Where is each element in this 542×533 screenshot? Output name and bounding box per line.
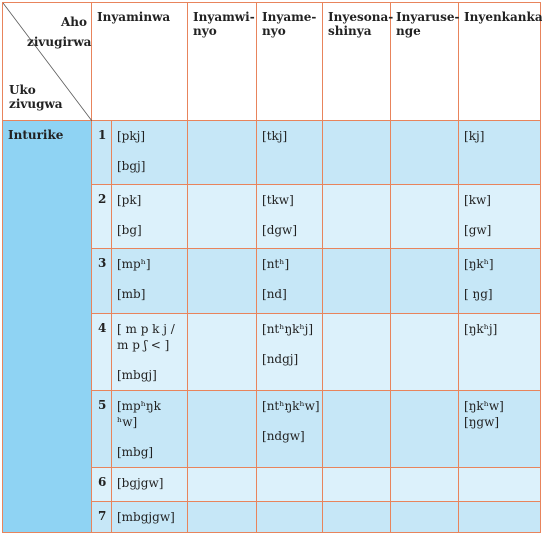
- row-number: 7: [91, 501, 112, 533]
- cell: [390, 313, 460, 391]
- cell: [187, 390, 258, 468]
- cell-line: [ntʰŋkʰj]: [262, 322, 314, 336]
- cell: [ŋkʰw] [ŋgw]: [458, 390, 542, 468]
- cell: [mpʰŋk ʰw] [mbg]: [110, 390, 189, 468]
- cell: [187, 501, 258, 533]
- cell-line: [pk]: [117, 193, 142, 207]
- cell: [pkj] [bgj]: [110, 120, 189, 185]
- cell-line: [mbgj]: [117, 368, 157, 382]
- cell-line: [ntʰŋkʰw]: [262, 399, 320, 413]
- cell: [kw] [gw]: [458, 184, 542, 249]
- corner-cell: Aho zivugirwa Uko zivugwa: [2, 2, 92, 121]
- table-row: 3 [mpʰ] [mb] [ntʰ] [nd] [ŋkʰ] [ ŋg]: [3, 248, 542, 314]
- cell: [256, 467, 324, 502]
- cell: [ntʰ] [nd]: [256, 248, 324, 314]
- cell: [187, 184, 258, 249]
- cell: [322, 390, 392, 468]
- row-number: 1: [91, 120, 112, 185]
- cell-line: [nd]: [262, 287, 287, 301]
- cell-line: [ m p k j / m p ʃ < ]: [117, 322, 175, 352]
- cell: [390, 501, 460, 533]
- diagonal: [3, 3, 92, 121]
- header-row: Aho zivugirwa Uko zivugwa Inyaminwa Inyam…: [2, 2, 542, 121]
- cell-line: [mpʰ]: [117, 257, 151, 271]
- cell: [kj]: [458, 120, 542, 185]
- cell: [458, 467, 542, 502]
- cell-line: [ ŋg]: [464, 287, 493, 301]
- cell: [390, 120, 460, 185]
- cell-line: [ŋkʰw] [ŋgw]: [464, 399, 504, 429]
- column-header: Inyame-nyo: [256, 2, 324, 121]
- cell-line: [gw]: [464, 223, 492, 237]
- cell: [187, 120, 258, 185]
- row-number: 5: [91, 390, 112, 468]
- column-header: Inyaminwa: [90, 2, 189, 121]
- cell-line: [ntʰ]: [262, 257, 290, 271]
- cell-line: [kj]: [464, 129, 485, 143]
- cell-line: [bgj]: [117, 159, 146, 173]
- cell: [187, 248, 258, 314]
- row-number: 3: [91, 248, 112, 314]
- row-number: 4: [91, 313, 112, 391]
- table-row: 5 [mpʰŋk ʰw] [mbg] [ntʰŋkʰw] [ndgw] [ŋkʰw] [ŋ…: [3, 390, 542, 468]
- cell: [bgjgw]: [110, 467, 189, 502]
- cell: [322, 313, 392, 391]
- cell: [256, 501, 324, 533]
- cell: [ m p k j / m p ʃ < ] [mbgj]: [110, 313, 189, 391]
- cell-line: [tkw]: [262, 193, 294, 207]
- table-row: 6 [bgjgw]: [3, 467, 542, 502]
- column-header: Inyesona-shinya: [322, 2, 393, 121]
- cell: [322, 248, 392, 314]
- cell: [ntʰŋkʰw] [ndgw]: [256, 390, 324, 468]
- cell: [322, 467, 392, 502]
- cell-line: [ndgj]: [262, 352, 299, 366]
- cell: [322, 184, 392, 249]
- column-header: Inyenkanka: [458, 2, 542, 121]
- cell-line: [mb]: [117, 287, 146, 301]
- cell: [mbgjgw]: [110, 501, 189, 533]
- cell-line: [bgjgw]: [117, 476, 164, 490]
- cell-line: [ŋkʰ]: [464, 257, 494, 271]
- cell-line: [ŋkʰj]: [464, 322, 498, 336]
- cell: [390, 390, 460, 468]
- cell: [pk] [bg]: [110, 184, 189, 249]
- cell: [322, 501, 392, 533]
- cell-line: [bg]: [117, 223, 142, 237]
- cell: [390, 467, 460, 502]
- cell: [tkj]: [256, 120, 324, 185]
- cell-line: [kw]: [464, 193, 491, 207]
- cell: [tkw] [dgw]: [256, 184, 324, 249]
- cell: [390, 248, 460, 314]
- cell-line: [ndgw]: [262, 429, 305, 443]
- column-header: Inyamwi-nyo: [187, 2, 258, 121]
- cell: [187, 313, 258, 391]
- cell: [390, 184, 460, 249]
- row-number: 2: [91, 184, 112, 249]
- cell-line: [tkj]: [262, 129, 288, 143]
- cell: [ŋkʰ] [ ŋg]: [458, 248, 542, 314]
- cell-line: [mbgjgw]: [117, 510, 175, 524]
- cell-line: [mbg]: [117, 445, 154, 459]
- cell: [322, 120, 392, 185]
- table-row: 2 [pk] [bg] [tkw] [dgw] [kw] [gw]: [3, 184, 542, 249]
- table-row: Inturike 1 [pkj] [bgj] [tkj] [kj]: [2, 120, 542, 533]
- row-number: 6: [91, 467, 112, 502]
- corner-top: Aho zivugirwa: [27, 15, 92, 49]
- column-header: Inyaruse-nge: [390, 2, 460, 121]
- cell: [458, 501, 542, 533]
- cell: [ntʰŋkʰj] [ndgj]: [256, 313, 324, 391]
- cell-line: [mpʰŋk ʰw]: [117, 399, 161, 429]
- cell-line: [pkj]: [117, 129, 146, 143]
- cell-line: [dgw]: [262, 223, 298, 237]
- corner-bottom: Uko zivugwa: [9, 83, 63, 111]
- cell: [mpʰ] [mb]: [110, 248, 189, 314]
- cell: [ŋkʰj]: [458, 313, 542, 391]
- cell: [187, 467, 258, 502]
- table-row: 4[ m p k j / m p ʃ < ] [mbgj] [ntʰŋkʰj] [nd…: [3, 313, 542, 391]
- row-label: Inturike: [2, 120, 92, 533]
